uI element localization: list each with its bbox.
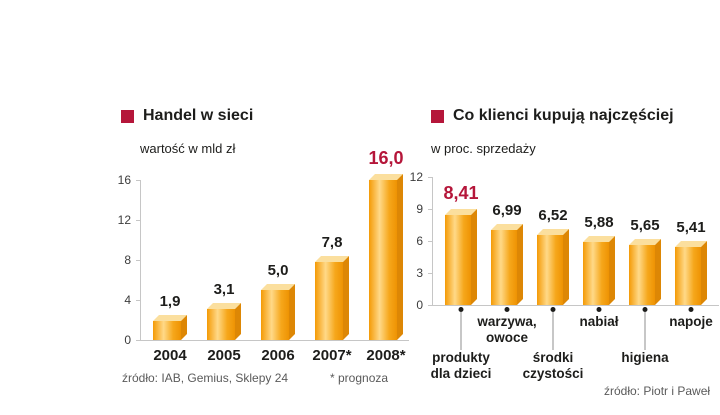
bar-side-face xyxy=(235,303,241,340)
bar-value-label: 16,0 xyxy=(368,148,404,168)
x-category-label: nabiał xyxy=(579,314,619,329)
bar-side-face xyxy=(517,224,523,305)
bar xyxy=(629,239,661,305)
source-note: źródło: IAB, Gemius, Sklepy 24 xyxy=(122,371,289,385)
bar-value-label: 3,1 xyxy=(213,281,235,298)
x-category-label: środki czystości xyxy=(522,350,584,381)
x-category-label: 2007* xyxy=(312,347,352,364)
category-dot-icon xyxy=(550,307,556,312)
x-category-label: 2008* xyxy=(366,347,406,364)
title-bullet-icon xyxy=(431,109,444,123)
bar-front-face xyxy=(491,230,517,305)
chart-title-text: Handel w sieci xyxy=(143,107,254,124)
bar-front-face xyxy=(629,245,655,305)
bar-side-face xyxy=(655,239,661,305)
bar xyxy=(537,229,569,305)
source-note: źródło: Piotr i Paweł xyxy=(604,384,711,398)
bar-front-face xyxy=(675,247,701,305)
y-tick-mark xyxy=(428,273,433,274)
y-tick-mark xyxy=(136,300,141,301)
bar-value-label: 1,9 xyxy=(159,293,181,310)
bar-value-label: 5,65 xyxy=(630,217,660,234)
bar-front-face xyxy=(315,262,343,340)
y-tick-label: 4 xyxy=(124,293,131,307)
y-tick-label: 9 xyxy=(416,202,423,216)
category-dot-icon xyxy=(596,307,602,312)
bar-front-face xyxy=(153,321,181,340)
bar-front-face xyxy=(583,242,609,305)
bar-value-label: 5,0 xyxy=(267,262,289,279)
label-leader-line xyxy=(644,312,646,350)
y-tick-label: 12 xyxy=(117,213,131,227)
bar-value-label: 7,8 xyxy=(321,234,343,251)
bar-value-label: 6,99 xyxy=(492,202,522,219)
bar-front-face xyxy=(207,309,235,340)
bar-value-label: 5,41 xyxy=(676,219,706,236)
y-tick-label: 8 xyxy=(124,253,131,267)
axis-unit-label: w proc. sprzedaży xyxy=(431,141,536,156)
bar-front-face xyxy=(445,215,471,305)
y-tick-label: 3 xyxy=(416,266,423,280)
y-tick-mark xyxy=(428,241,433,242)
bar-value-label: 5,88 xyxy=(584,214,614,231)
bar xyxy=(261,284,295,340)
x-category-label: 2004 xyxy=(153,347,187,364)
bar-side-face xyxy=(397,174,403,340)
chart-title-handel: Handel w sieci xyxy=(121,107,253,125)
y-tick-mark xyxy=(136,180,141,181)
bar-side-face xyxy=(343,256,349,340)
y-tick-mark xyxy=(136,340,141,341)
category-dot-icon xyxy=(504,307,510,312)
bar xyxy=(675,241,707,305)
bar-value-label: 6,52 xyxy=(538,207,568,224)
x-category-label: napoje xyxy=(669,314,713,329)
x-category-label: produkty dla dzieci xyxy=(430,350,492,381)
bar-side-face xyxy=(701,241,707,305)
bar-side-face xyxy=(609,236,615,305)
bar xyxy=(583,236,615,305)
bar-side-face xyxy=(563,229,569,305)
y-tick-mark xyxy=(428,305,433,306)
label-leader-line xyxy=(552,312,554,350)
y-tick-mark xyxy=(136,260,141,261)
chart-title-text: Co klienci kupują najczęściej xyxy=(453,107,674,124)
x-category-label: higiena xyxy=(621,350,669,365)
y-tick-label: 6 xyxy=(416,234,423,248)
chart-title-klienci: Co klienci kupują najczęściej xyxy=(431,107,674,125)
y-tick-label: 16 xyxy=(117,173,131,187)
bar-chart-handel: 0 4 8 12 16 1,9 2004 3,1 2005 5,0 2006 7,8 2007* 16,0… xyxy=(118,148,409,364)
label-leader-line xyxy=(460,312,462,350)
bar-side-face xyxy=(289,284,295,340)
y-tick-mark xyxy=(136,220,141,221)
axis-unit-label: wartość w mld zł xyxy=(140,141,236,156)
y-tick-label: 12 xyxy=(409,170,423,184)
y-tick-label: 0 xyxy=(124,333,131,347)
bar xyxy=(369,174,403,340)
bar xyxy=(491,224,523,305)
category-dot-icon xyxy=(458,307,464,312)
category-dot-icon xyxy=(642,307,648,312)
x-category-label: 2006 xyxy=(261,347,295,364)
bar xyxy=(207,303,241,340)
bar-side-face xyxy=(181,315,187,340)
y-tick-label: 0 xyxy=(416,298,423,312)
x-category-label: 2005 xyxy=(207,347,241,364)
x-category-label: warzywa, owoce xyxy=(477,314,537,345)
bar xyxy=(153,315,187,340)
bar-front-face xyxy=(537,235,563,305)
y-tick-mark xyxy=(428,177,433,178)
category-dot-icon xyxy=(688,307,694,312)
bar xyxy=(445,209,477,305)
bar-chart-klienci: 0 3 6 9 12 8,41 produkty dla dzieci 6,99 warzywa… xyxy=(410,170,719,381)
bar-value-label: 8,41 xyxy=(443,183,479,203)
y-tick-mark xyxy=(428,209,433,210)
bar-front-face xyxy=(369,180,397,340)
bar-side-face xyxy=(471,209,477,305)
bar xyxy=(315,256,349,340)
title-bullet-icon xyxy=(121,109,134,123)
bar-front-face xyxy=(261,290,289,340)
forecast-note: * prognoza xyxy=(330,371,389,385)
